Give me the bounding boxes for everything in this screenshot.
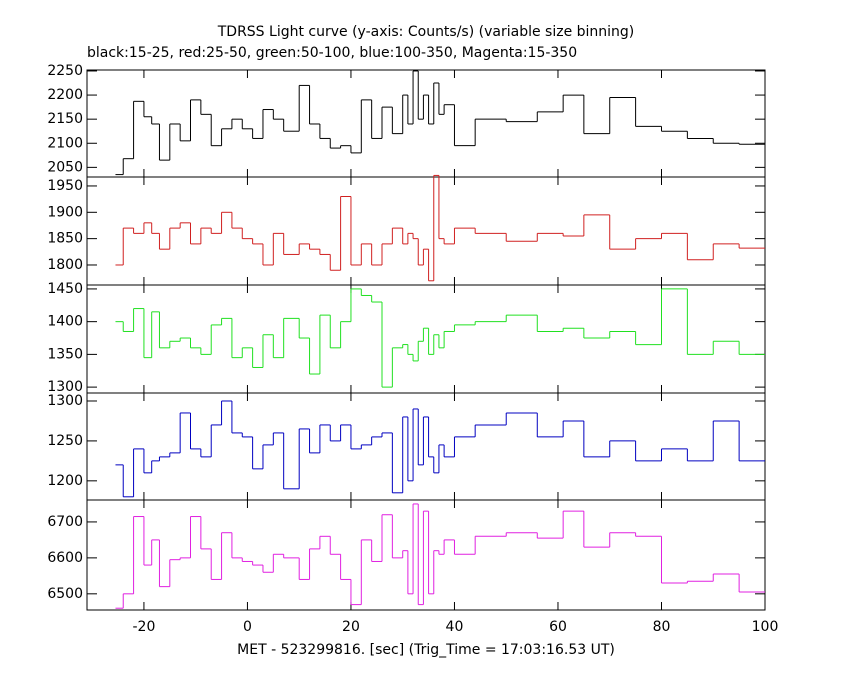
x-tick-label: 60 bbox=[549, 619, 567, 635]
x-tick-label: 40 bbox=[446, 619, 464, 635]
x-tick-label: -20 bbox=[132, 619, 155, 635]
y-tick-label: 2100 bbox=[47, 135, 83, 151]
y-tick-label: 1200 bbox=[47, 473, 83, 489]
y-tick-label: 1850 bbox=[47, 231, 83, 247]
y-tick-label: 1250 bbox=[47, 433, 83, 449]
y-tick-label: 1350 bbox=[47, 346, 83, 362]
y-tick-label: 2050 bbox=[47, 159, 83, 175]
chart-title: TDRSS Light curve (y-axis: Counts/s) (va… bbox=[217, 24, 635, 40]
y-tick-label: 1300 bbox=[47, 379, 83, 395]
y-tick-label: 6700 bbox=[47, 514, 83, 530]
x-tick-label: 100 bbox=[752, 619, 779, 635]
x-tick-label: 20 bbox=[342, 619, 360, 635]
y-tick-label: 2150 bbox=[47, 111, 83, 127]
y-tick-label: 2250 bbox=[47, 63, 83, 79]
y-tick-label: 2200 bbox=[47, 87, 83, 103]
y-tick-label: 6500 bbox=[47, 586, 83, 602]
x-tick-label: 0 bbox=[243, 619, 252, 635]
panel-frame bbox=[86, 499, 766, 611]
y-tick-label: 1400 bbox=[47, 314, 83, 330]
x-tick-label: 80 bbox=[653, 619, 671, 635]
y-tick-label: 1800 bbox=[47, 257, 83, 273]
y-tick-label: 1300 bbox=[47, 393, 83, 409]
chart-subtitle: black:15-25, red:25-50, green:50-100, bl… bbox=[87, 45, 577, 61]
y-tick-label: 1450 bbox=[47, 281, 83, 297]
y-tick-label: 1900 bbox=[47, 204, 83, 220]
x-axis-label: MET - 523299816. [sec] (Trig_Time = 17:0… bbox=[237, 642, 615, 658]
y-tick-label: 1950 bbox=[47, 178, 83, 194]
y-tick-label: 6600 bbox=[47, 550, 83, 566]
